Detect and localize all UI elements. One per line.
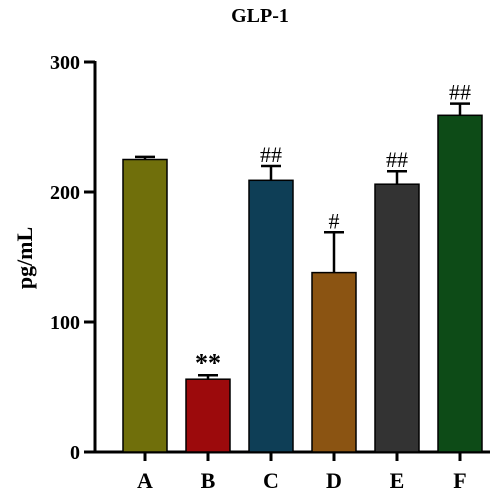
x-tick-label: D: [326, 468, 342, 493]
chart-title: GLP-1: [231, 5, 289, 27]
y-tick-label: 100: [50, 312, 80, 334]
significance-label: ##: [386, 147, 408, 172]
x-tick-label: B: [201, 468, 216, 493]
bar-c: [248, 179, 294, 453]
x-tick-label: A: [137, 468, 153, 493]
y-axis-label: pg/mL: [12, 227, 37, 289]
y-tick-label: 300: [50, 52, 80, 74]
bar-a: [122, 158, 168, 453]
x-tick-label: E: [390, 468, 405, 493]
bar-e: [374, 183, 420, 453]
y-tick-label: 200: [50, 182, 80, 204]
significance-label: ##: [260, 142, 282, 167]
x-tick-label: F: [453, 468, 466, 493]
bar-d: [311, 271, 357, 453]
significance-label: ##: [449, 80, 471, 105]
significance-label: #: [329, 208, 340, 233]
x-tick-label: C: [263, 468, 279, 493]
y-tick-label: 0: [70, 442, 80, 464]
bar-f: [437, 114, 483, 453]
bar-b: [185, 378, 231, 453]
significance-label: **: [195, 348, 221, 377]
